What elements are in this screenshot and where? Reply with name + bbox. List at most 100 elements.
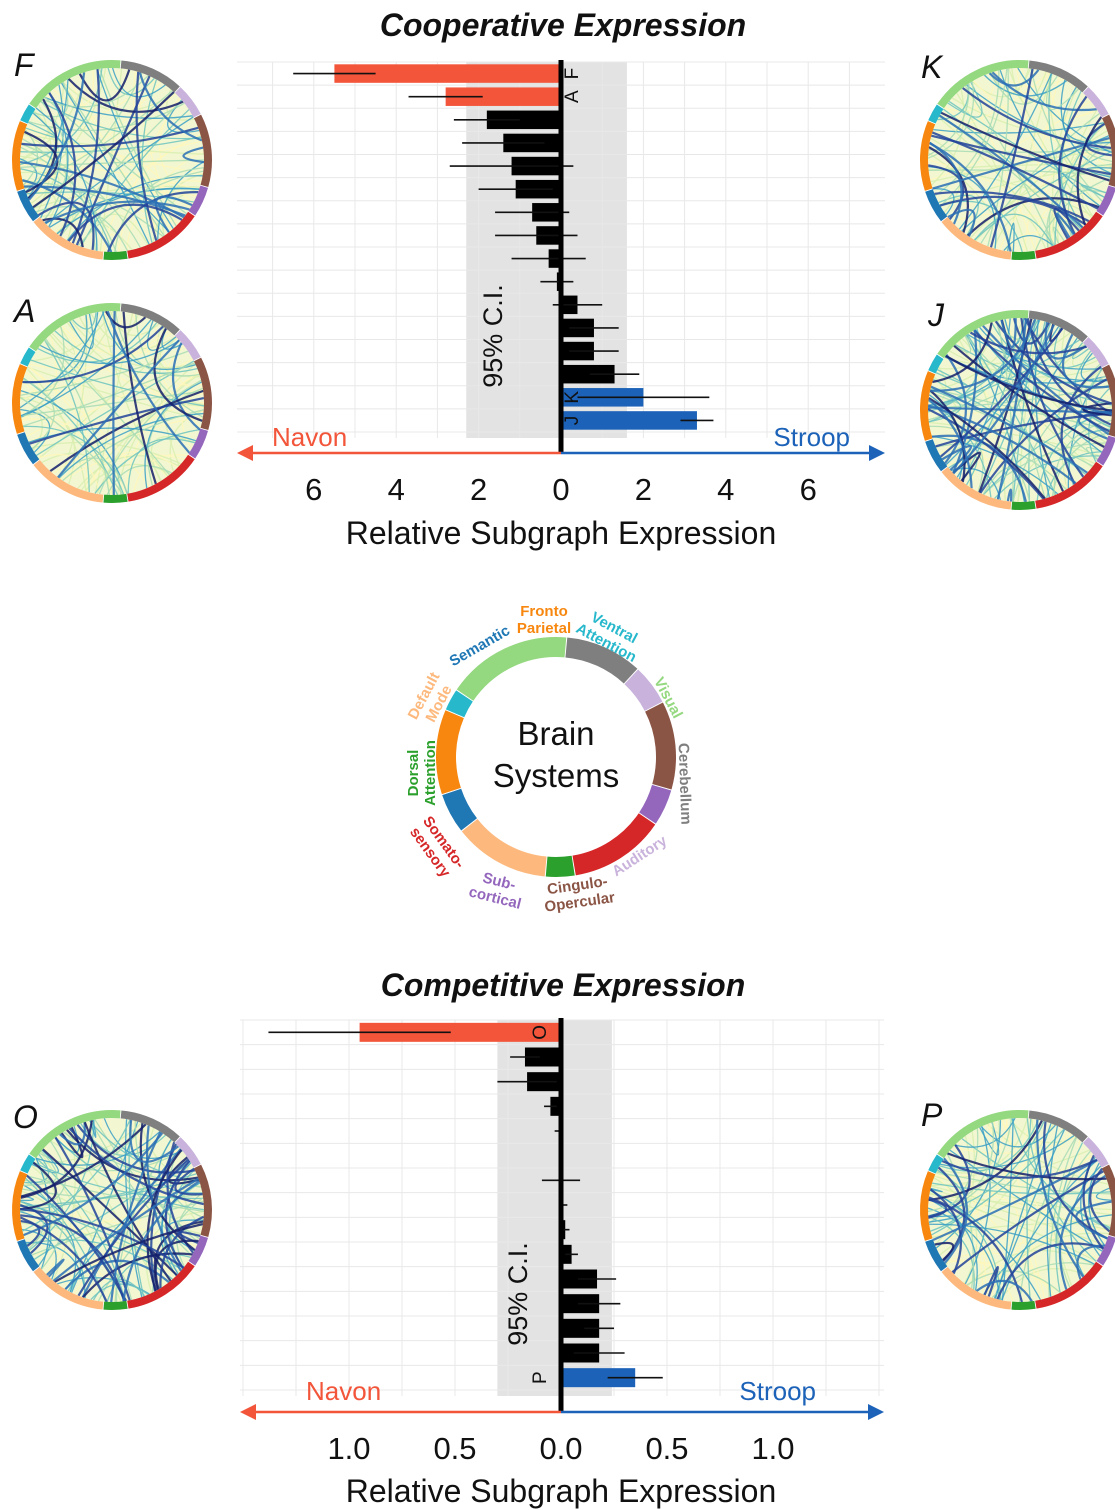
network-edge [77, 170, 204, 247]
network-edge [32, 1162, 64, 1270]
network-edge [1082, 1154, 1105, 1250]
system-arc [1096, 1235, 1115, 1266]
tick-label: 1.0 [751, 1431, 794, 1466]
system-arc [941, 466, 1012, 510]
bar-category-label: O [530, 1025, 551, 1040]
system-arc [12, 1171, 28, 1241]
system-arc [17, 432, 40, 465]
system-arc [17, 189, 40, 222]
system-arc [1096, 435, 1115, 466]
network-circle-panel: P [920, 1097, 1115, 1310]
system-arc [193, 1164, 212, 1238]
system-arc [120, 303, 180, 336]
network-edge [1018, 1136, 1077, 1303]
network-edge [1059, 1131, 1072, 1149]
network-edge [182, 146, 205, 164]
system-arc [1082, 87, 1109, 118]
system-label: DorsalAttention [405, 740, 439, 806]
network-edge [78, 69, 131, 102]
network-edge [174, 1167, 203, 1196]
competitive-x-axis-label: Relative Subgraph Expression [346, 1473, 776, 1509]
system-arc [644, 702, 676, 790]
network-edge [962, 87, 1112, 150]
competitive-bars [268, 1022, 663, 1388]
bar [359, 1022, 561, 1042]
network-edge [994, 71, 1065, 88]
network-edge [943, 1157, 968, 1264]
network-edge [124, 1119, 143, 1298]
system-arc [103, 493, 128, 503]
system-arc [920, 1171, 936, 1241]
network-edge [1003, 235, 1054, 251]
network-edge [966, 84, 1112, 153]
competitive-bar-labels: OP [530, 1025, 551, 1384]
network-edge [171, 342, 201, 431]
network-edge [928, 397, 1046, 500]
network-edge [23, 1123, 146, 1187]
bar [561, 1318, 600, 1338]
system-arc [188, 185, 209, 216]
network-edge [28, 332, 173, 370]
network-edge [33, 185, 200, 209]
network-edge [54, 1136, 131, 1301]
network-circle-panel: J [920, 297, 1115, 510]
competitive-axis [240, 1018, 884, 1420]
network-edge [1060, 365, 1102, 485]
system-arc [188, 428, 209, 459]
system-label: Fronto Parietal [517, 603, 571, 637]
system-arc [103, 1300, 128, 1310]
network-edge [952, 329, 978, 474]
system-arc [174, 87, 201, 118]
bar-category-label: A [562, 90, 583, 103]
network-edge [84, 463, 171, 492]
network-edge [1082, 402, 1112, 417]
network-edge [930, 1187, 943, 1193]
network-edge [934, 190, 1090, 223]
panel-edges [927, 67, 1113, 253]
system-arc [12, 121, 28, 191]
system-arc [120, 60, 180, 93]
system-arc [1028, 310, 1088, 343]
network-edge [22, 362, 196, 427]
system-arc [127, 454, 195, 502]
tick-label: 0.5 [433, 1431, 476, 1466]
network-edge [932, 1159, 1098, 1241]
network-edge [953, 344, 1105, 448]
network-edge [969, 331, 1088, 355]
system-arc [937, 1110, 1029, 1159]
network-edge [994, 455, 1100, 499]
network-edge [19, 1216, 108, 1303]
system-arc [127, 211, 195, 259]
network-edge [939, 1119, 1039, 1172]
network-edge [27, 365, 151, 488]
network-edge [927, 408, 1045, 500]
cooperative-tick-labels: 6 4 2 0 2 4 6 [305, 472, 817, 507]
system-arc [941, 1266, 1012, 1310]
system-arc [188, 1235, 209, 1266]
system-arc [193, 114, 212, 188]
network-edge [22, 1119, 131, 1232]
network-edge [934, 1241, 955, 1261]
system-arc [1028, 60, 1088, 93]
network-circle-panel: O [12, 1099, 212, 1310]
navon-arrow-head [237, 445, 253, 461]
system-label: Sub-cortical [467, 867, 527, 913]
network-edge [60, 82, 194, 204]
cooperative-axis [237, 60, 885, 461]
system-arc [174, 330, 201, 361]
network-edge [930, 318, 1037, 392]
network-edge [29, 397, 205, 445]
system-arc [1035, 1261, 1103, 1309]
network-edge [60, 100, 183, 237]
network-edge [138, 71, 203, 142]
system-arc [928, 104, 944, 124]
system-arc [174, 1137, 201, 1168]
system-arc [1101, 364, 1115, 437]
bar-category-label: F [562, 68, 583, 80]
network-edge [987, 68, 1009, 247]
network-edge [931, 1182, 1111, 1195]
tick-label: 4 [388, 472, 405, 507]
network-edge [44, 339, 171, 476]
